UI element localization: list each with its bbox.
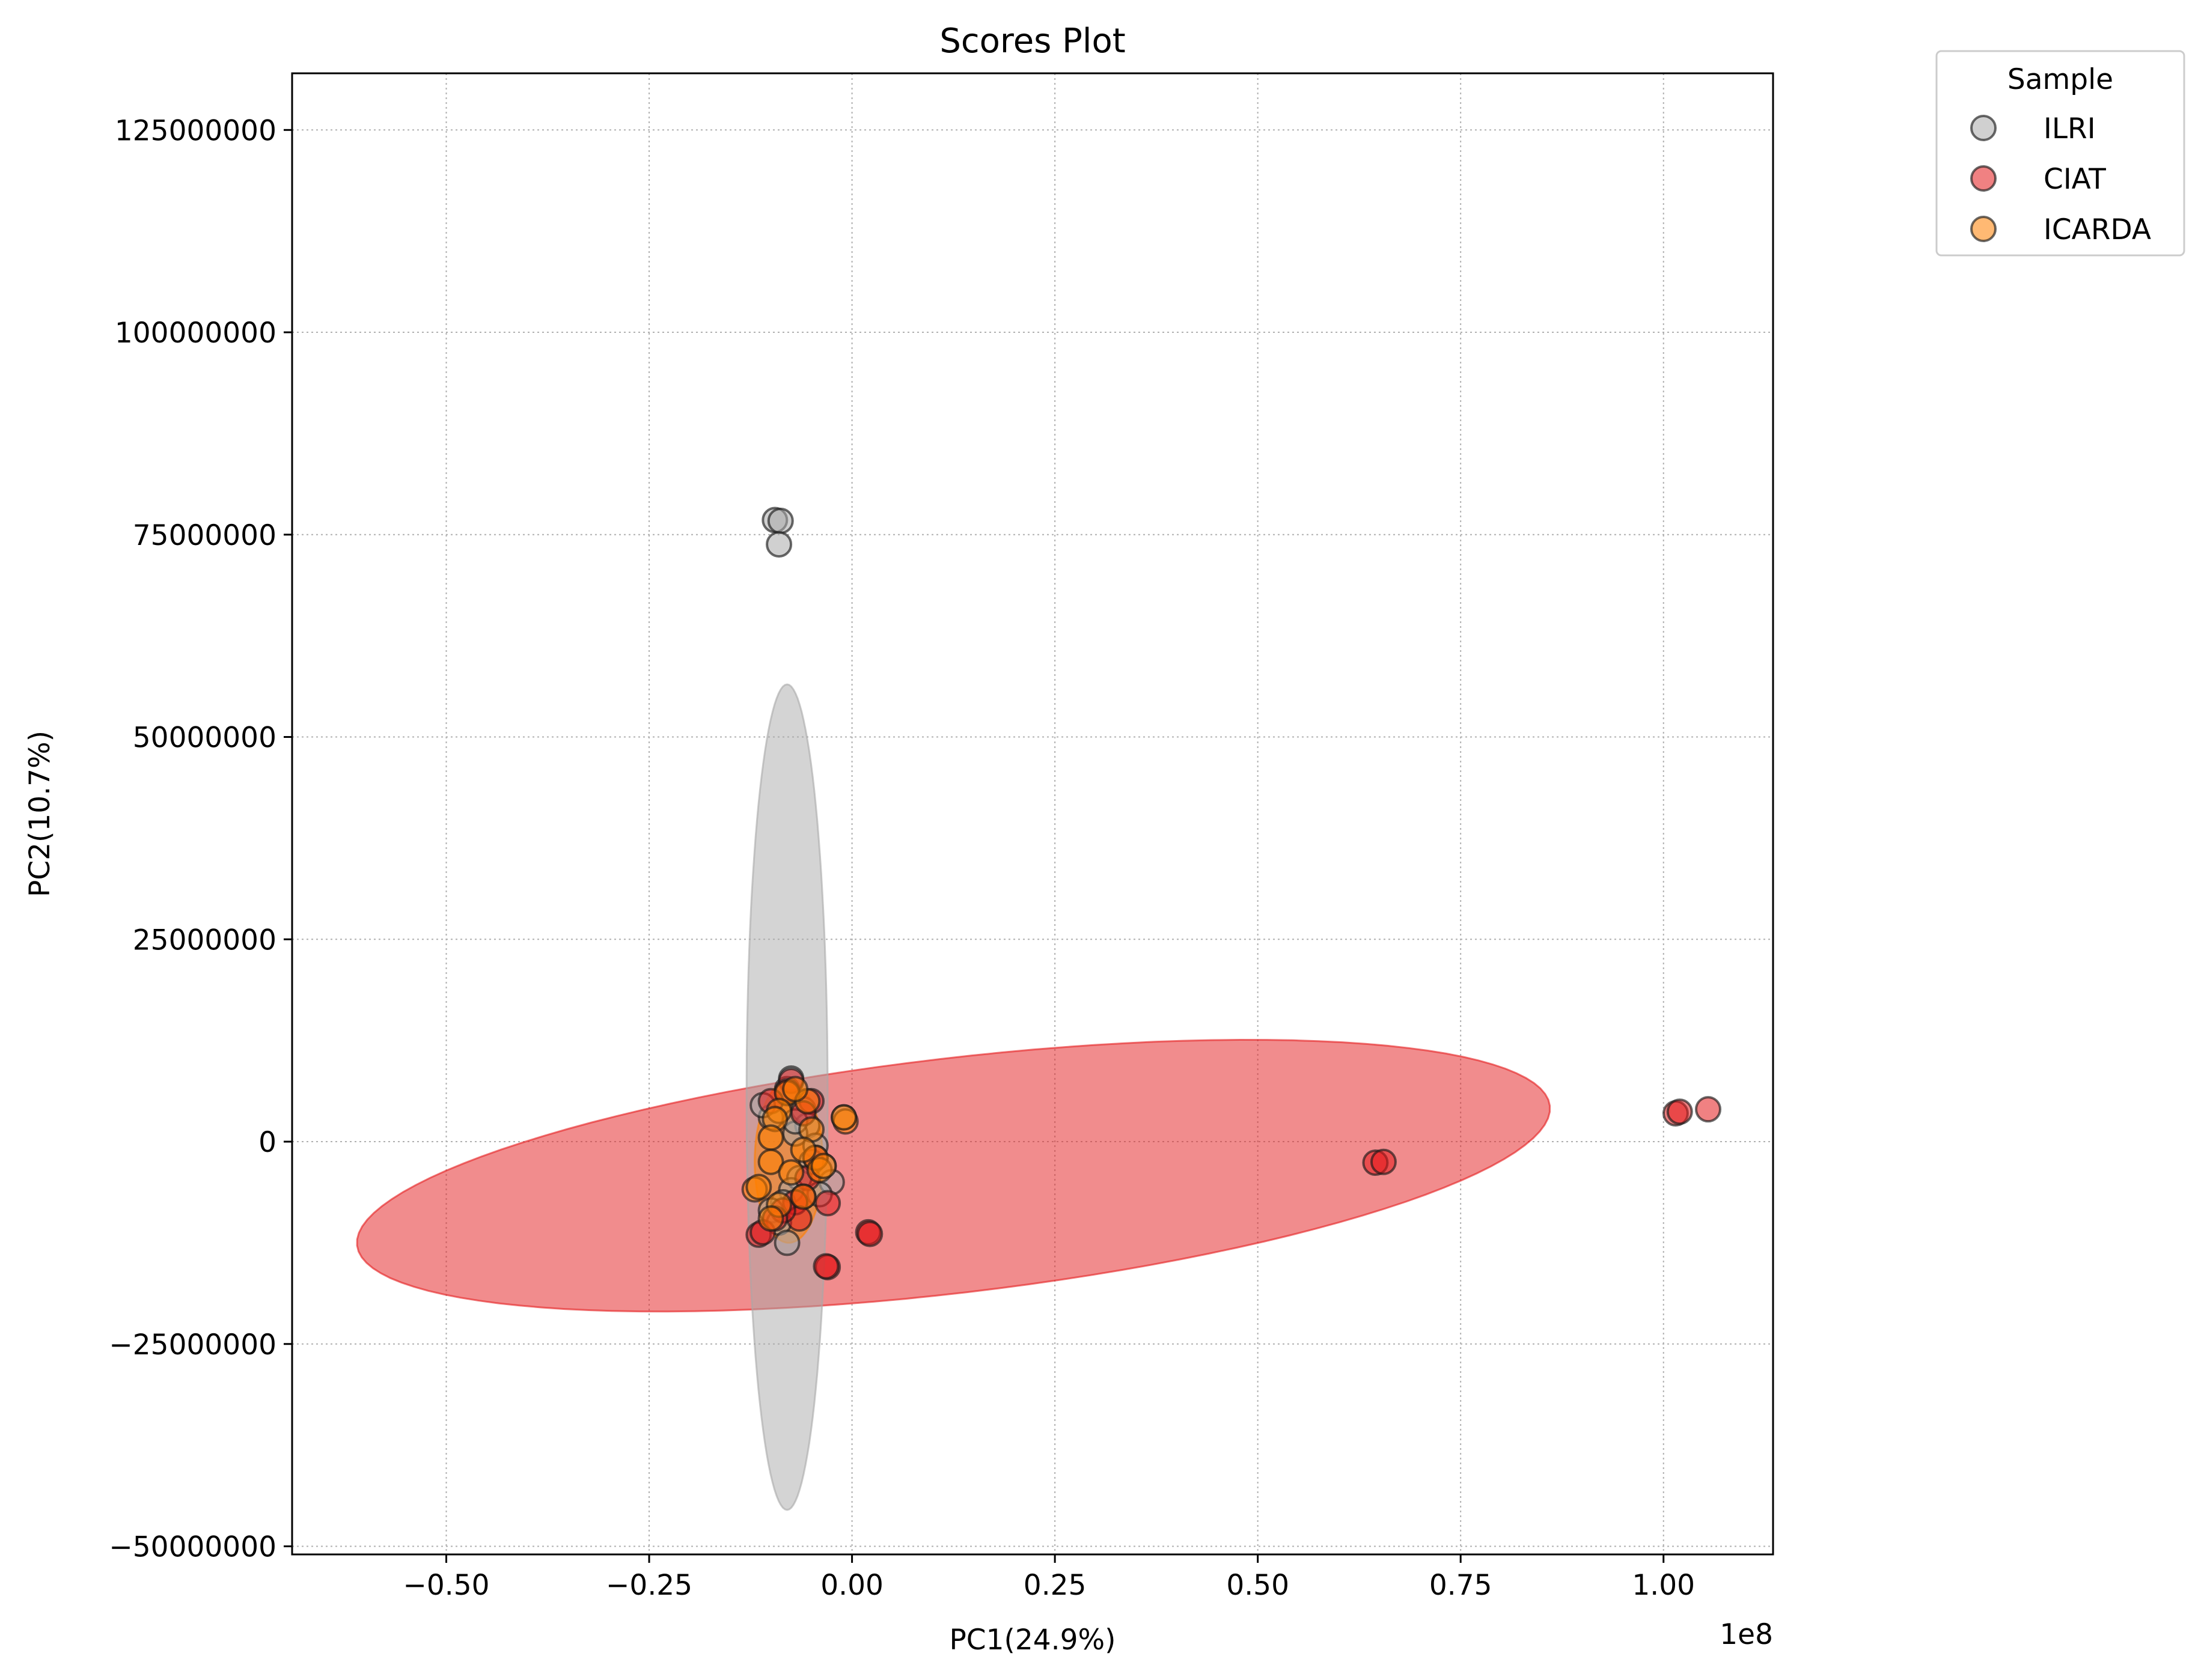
legend-marker-ilri [1970,115,1997,141]
legend-label-icarda: ICARDA [2044,213,2151,246]
legend-marker-ciat [1970,165,1997,192]
point-ilri [766,531,793,558]
y-tick-label: −25000000 [109,1328,276,1362]
legend-label-ciat: CIAT [2044,163,2106,196]
legend-marker-icarda [1970,216,1997,242]
legend-title: Sample [2007,63,2113,96]
ellipse-ciat [356,1038,1551,1313]
point-icarda [831,1104,858,1131]
point-icarda [790,1183,817,1210]
y-tick-label: 0 [258,1126,276,1159]
point-icarda [778,1159,805,1186]
chart-title: Scores Plot [939,22,1125,61]
legend: Sample ILRI CIAT ICARDA [1935,50,2185,257]
point-icarda [810,1152,837,1179]
y-tick-label: 100000000 [115,317,276,350]
x-axis-title: PC1(24.9%) [949,1624,1116,1657]
point-icarda [757,1148,784,1175]
legend-label-ilri: ILRI [2044,112,2096,145]
y-tick-label: −50000000 [109,1531,276,1564]
data-points [741,507,1721,1280]
x-tick-label: 0.00 [820,1569,884,1602]
x-tick-label: 0.25 [1024,1569,1087,1602]
point-icarda [745,1173,772,1201]
point-icarda [782,1076,809,1103]
point-ciat [1370,1148,1397,1175]
point-icarda [757,1205,784,1232]
y-tick-label: 75000000 [133,519,276,552]
y-tick-label: 125000000 [115,114,276,147]
y-tick-label: 50000000 [133,722,276,755]
y-axis-title: PC2(10.7%) [23,731,56,897]
point-ciat [1694,1096,1721,1123]
x-tick-label: −0.50 [403,1569,490,1602]
point-ciat [813,1253,840,1280]
point-ilri [767,507,794,534]
x-tick-label: 1.00 [1632,1569,1695,1602]
point-ciat [1666,1098,1693,1125]
point-icarda [757,1124,784,1151]
legend-box [1935,50,2185,257]
axis-ticks: −0.50 −0.25 0.00 0.25 0.50 0.75 1.00 125000000 1… [109,114,1695,1602]
y-tick-label: 25000000 [133,924,276,957]
point-ciat [814,1190,841,1217]
plot-frame [291,72,1774,1556]
point-icarda [790,1136,817,1163]
point-ciat [856,1220,884,1247]
x-tick-label: 0.75 [1429,1569,1492,1602]
x-tick-label: 0.50 [1226,1569,1289,1602]
x-tick-label: −0.25 [606,1569,692,1602]
legend-entries: ILRI CIAT ICARDA [1970,112,2151,246]
x-axis-offset-label: 1e8 [1720,1618,1773,1651]
point-ilri [774,1229,801,1256]
